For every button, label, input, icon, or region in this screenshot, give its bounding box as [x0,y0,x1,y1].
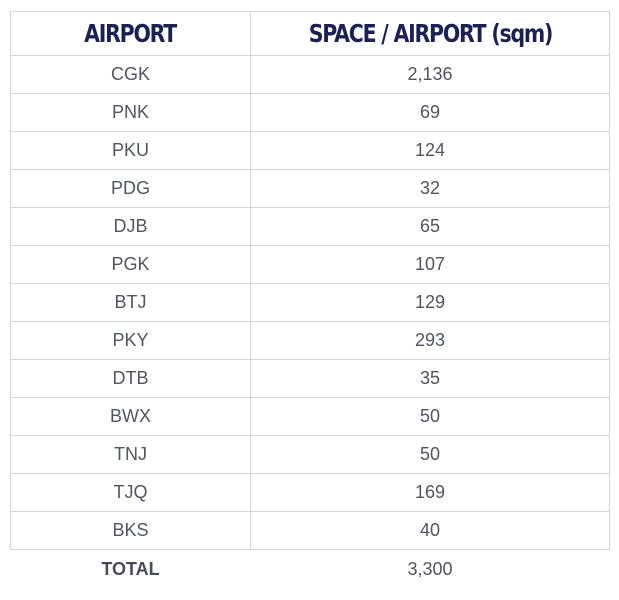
airport-code-cell: TJQ [10,473,251,512]
space-value-cell: 35 [250,359,610,398]
airport-space-table-container: AIRPORT SPACE / AIRPORT (sqm) CGK 2,136 PN… [10,11,610,588]
table-row: BKS 40 [10,511,610,550]
table-row: PNK 69 [10,93,610,132]
table-row: PKU 124 [10,131,610,170]
space-value-cell: 124 [250,131,610,170]
total-value: 3,300 [407,558,453,579]
airport-space-table: AIRPORT SPACE / AIRPORT (sqm) CGK 2,136 PN… [10,11,610,588]
airport-code-cell: PNK [10,93,251,132]
space-value-cell: 65 [250,207,610,246]
table-row: PGK 107 [10,245,610,284]
space-value-cell: 107 [250,245,610,284]
airport-code-cell: PKY [10,321,251,360]
header-airport: AIRPORT [10,11,251,56]
table-row: DJB 65 [10,207,610,246]
airport-code-cell: PGK [10,245,251,284]
airport-code-cell: BWX [10,397,251,436]
airport-code-cell: PDG [10,169,251,208]
table-row: BWX 50 [10,397,610,436]
table-row: CGK 2,136 [10,55,610,94]
space-value-cell: 32 [250,169,610,208]
airport-code-cell: BKS [10,511,251,550]
table-row: TNJ 50 [10,435,610,474]
space-value-cell: 169 [250,473,610,512]
space-value-cell: 2,136 [250,55,610,94]
total-label: TOTAL [101,558,160,579]
table-row: DTB 35 [10,359,610,398]
space-value-cell: 293 [250,321,610,360]
airport-code-cell: DJB [10,207,251,246]
space-value-cell: 50 [250,397,610,436]
table-header-row: AIRPORT SPACE / AIRPORT (sqm) [10,11,610,56]
total-row: TOTAL 3,300 [11,550,610,589]
airport-code-cell: CGK [10,55,251,94]
table-row: TJQ 169 [10,473,610,512]
table-row: PDG 32 [10,169,610,208]
space-value-cell: 129 [250,283,610,322]
airport-code-cell: BTJ [10,283,251,322]
header-space-per-airport: SPACE / AIRPORT (sqm) [250,11,610,56]
table-row: BTJ 129 [10,283,610,322]
space-value-cell: 69 [250,93,610,132]
table-body: CGK 2,136 PNK 69 PKU 124 PDG 32 DJB 65 PGK 107 BTJ 12… [10,55,610,550]
table-row: PKY 293 [10,321,610,360]
space-value-cell: 50 [250,435,610,474]
space-value-cell: 40 [250,511,610,550]
airport-code-cell: PKU [10,131,251,170]
airport-code-cell: DTB [10,359,251,398]
airport-code-cell: TNJ [10,435,251,474]
